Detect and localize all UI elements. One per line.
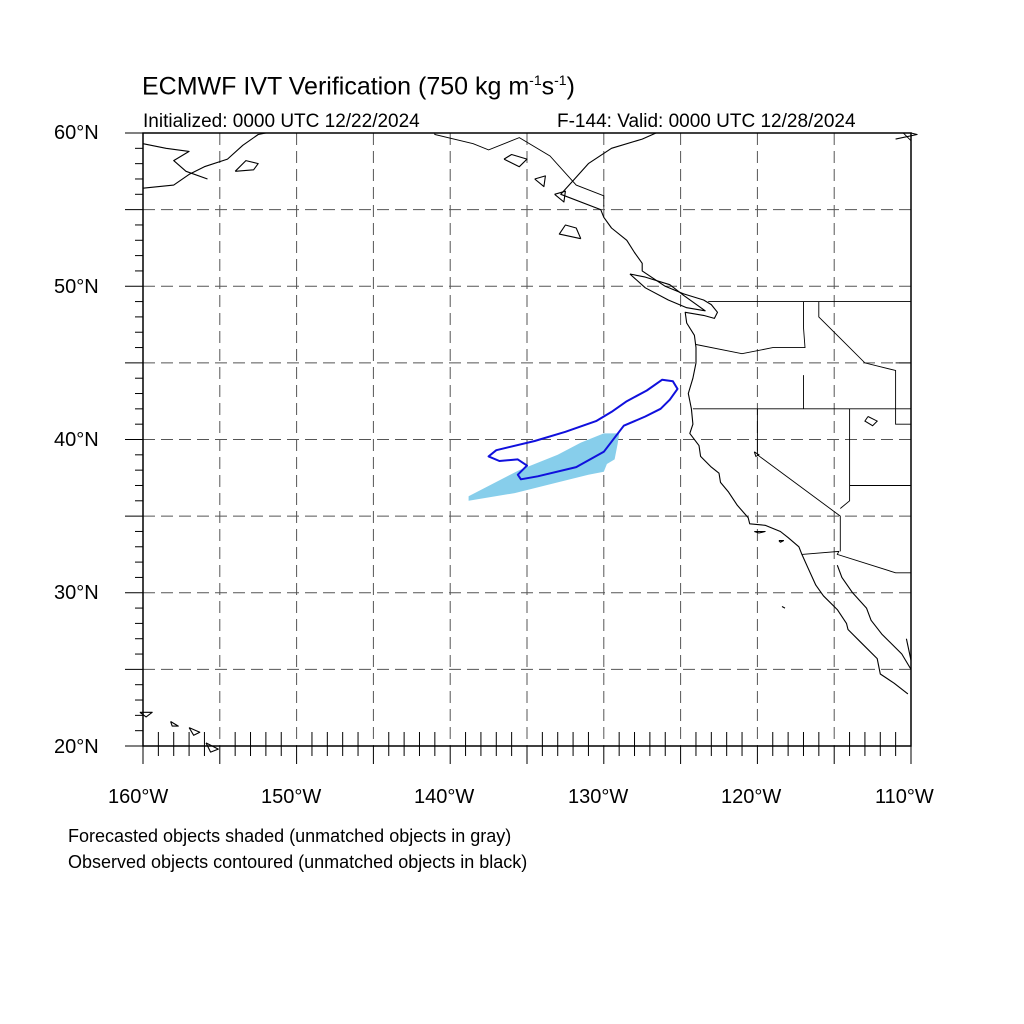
coastline [781,606,786,609]
boundary-line [840,408,851,509]
coastline [534,175,546,188]
initialized-label: Initialized: 0000 UTC 12/22/2024 [143,111,420,132]
coastline [170,721,179,727]
coastlines [139,132,918,753]
coastline [142,143,208,180]
boundary-line [902,132,912,142]
coastline [188,727,201,736]
footnote-forecast: Forecasted objects shaded (unmatched obj… [68,826,512,846]
coastline [560,132,909,695]
map-frame [142,132,912,747]
lat-label-20: 20°N [54,736,99,758]
coastline [895,132,918,140]
coastline [905,638,912,661]
coastline [629,273,706,312]
boundary-line [818,301,897,409]
coastline [139,711,153,718]
coastline [836,565,912,670]
lake-outline [753,451,760,458]
title-mid: s [541,72,555,101]
boundary-line [434,133,605,207]
lat-label-30: 30°N [54,582,99,604]
lon-label-140w: 140°W [414,786,475,808]
lon-label-130w: 130°W [568,786,629,808]
title-suffix: ) [566,72,575,101]
title-prefix: ECMWF IVT Verification (750 kg m [142,72,530,101]
lat-label-40: 40°N [54,429,99,451]
valid-time-label: F-144: Valid: 0000 UTC 12/28/2024 [557,111,856,132]
observed-object-contour [487,378,679,481]
title-exponent-2: -1 [554,72,567,88]
boundary-line [695,301,806,355]
coastline [503,153,528,168]
lon-label-120w: 120°W [721,786,782,808]
coastline [142,132,267,189]
title-exponent-1: -1 [529,72,542,88]
boundary-line [895,408,911,425]
coastline [554,190,566,203]
lon-label-160w: 160°W [108,786,169,808]
lake-outline [864,416,879,427]
forecast-object-shaded [468,433,620,501]
coastline [754,530,766,534]
lat-label-50: 50°N [54,276,99,298]
lat-label-60: 60°N [54,122,99,144]
coastline [558,224,582,240]
coastline [234,160,259,172]
coastline [778,540,785,543]
political-borders [434,132,912,574]
lon-label-150w: 150°W [261,786,322,808]
coastline [205,742,219,753]
axis-ticks [125,132,912,764]
footnote-observed: Observed objects contoured (unmatched ob… [68,852,528,872]
graticule [143,133,911,746]
forecast-objects [468,433,620,501]
observed-objects [487,378,679,481]
lon-label-110w: 110°W [875,786,934,808]
boundary-line [801,550,911,574]
boundary-line [756,408,841,552]
map-title: ECMWF IVT Verification (750 kg m-1s-1) [142,72,575,101]
